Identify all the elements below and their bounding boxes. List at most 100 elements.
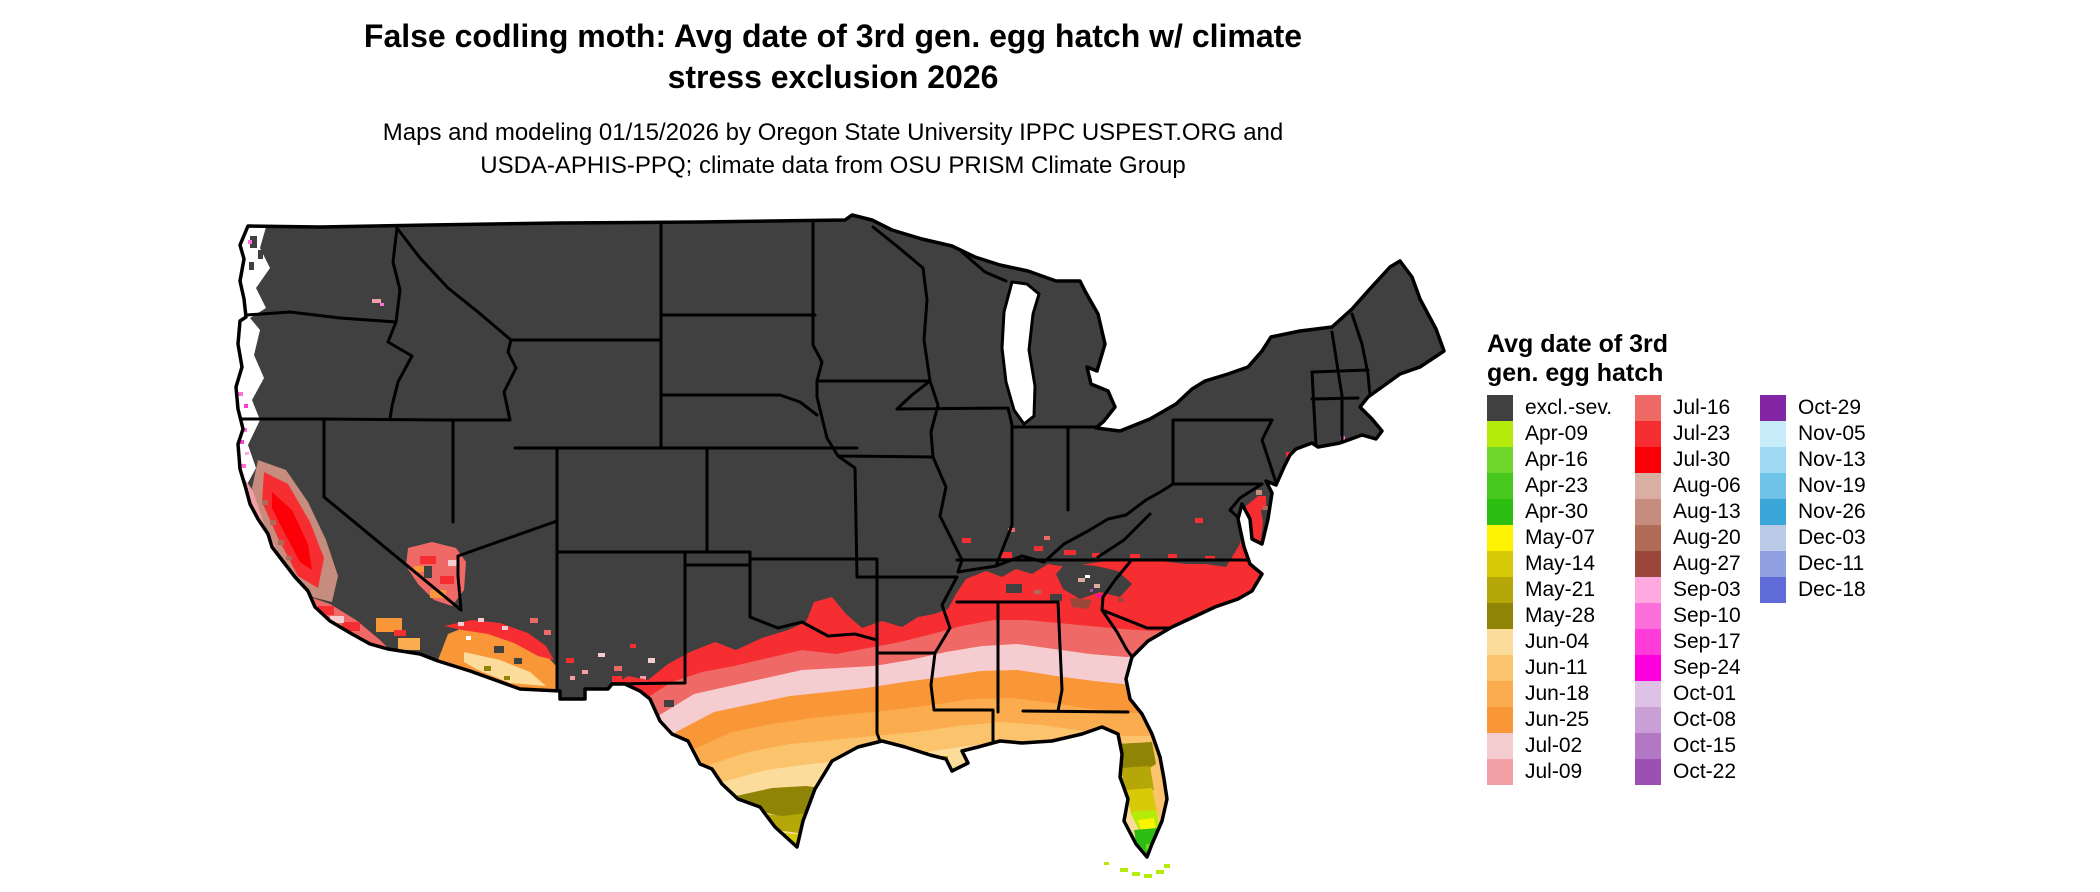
nm-speck — [640, 676, 646, 680]
puget-sound-speck — [250, 236, 257, 248]
legend-label: Nov-05 — [1798, 422, 1866, 445]
legend-row: Jul-02 — [1487, 733, 1635, 759]
legend-label: Aug-27 — [1673, 552, 1741, 575]
az-salmon-speck — [544, 630, 551, 635]
legend-swatch — [1635, 473, 1661, 499]
az-white-speck — [466, 636, 471, 640]
appalachia-speck — [1090, 589, 1093, 592]
region-stx-green-tip — [790, 852, 801, 857]
region-az-peach — [464, 652, 546, 686]
legend-label: Jun-11 — [1525, 656, 1588, 679]
map-title-line1: False codling moth: Avg date of 3rd gen.… — [363, 18, 1303, 54]
legend-swatch — [1487, 655, 1513, 681]
legend-label: Dec-03 — [1798, 526, 1866, 549]
legend-row: Oct-01 — [1635, 681, 1760, 707]
coast-speck — [250, 530, 254, 534]
az-pink-speck — [478, 618, 484, 622]
legend-row: Sep-24 — [1635, 655, 1760, 681]
desert-orange-patch — [398, 638, 420, 650]
az-salmon-speck — [530, 618, 538, 623]
legend-swatch — [1635, 655, 1661, 681]
us-base-excluded-region — [236, 215, 1444, 857]
legend-label: Apr-09 — [1525, 422, 1589, 445]
az-grey-patch — [514, 658, 522, 664]
ca-coast-range-speck — [278, 540, 284, 545]
legend-columns: excl.-sev. Apr-09 Apr-16 Apr-23 Apr-30 May-07… — [1487, 395, 1907, 785]
legend-row: Aug-06 — [1635, 473, 1760, 499]
socal-brown-patch — [322, 628, 330, 633]
legend-swatch — [1487, 473, 1513, 499]
legend-label: Dec-18 — [1798, 578, 1866, 601]
coast-speck — [239, 440, 244, 444]
socal-pink-patch — [330, 616, 344, 623]
region-ca-valley-core — [272, 492, 312, 570]
us-outline — [234, 213, 1446, 859]
band-brown-speck — [1034, 590, 1041, 594]
az-olive-speck — [504, 676, 510, 680]
legend-row: excl.-sev. — [1487, 395, 1635, 421]
legend-swatch — [1487, 733, 1513, 759]
legend-swatch — [1760, 525, 1786, 551]
desert-orange-patch — [376, 618, 402, 632]
legend-label: Nov-26 — [1798, 500, 1866, 523]
map-subtitle-line2: USDA-APHIS-PPQ; climate data from OSU PR… — [480, 152, 1186, 179]
legend-row: Apr-30 — [1487, 499, 1635, 525]
az-pink-speck — [458, 622, 464, 626]
legend-column-3: Oct-29 Nov-05 Nov-13 Nov-19 Nov-26 Dec-03 Dec-… — [1760, 395, 1900, 603]
mojave-red-patch — [440, 576, 454, 584]
coast-speck — [238, 392, 243, 396]
legend-swatch — [1635, 551, 1661, 577]
legend-row: Jun-04 — [1487, 629, 1635, 655]
region-fl-yellow — [1126, 788, 1157, 814]
legend-label: Apr-16 — [1525, 448, 1589, 471]
legend-swatch — [1760, 421, 1786, 447]
legend-swatch — [1760, 395, 1786, 421]
legend-title-line2: gen. egg hatch — [1487, 359, 1664, 387]
nm-speck — [598, 653, 605, 657]
legend-row: Apr-23 — [1487, 473, 1635, 499]
nm-speck — [582, 670, 588, 674]
nm-speck — [648, 658, 655, 663]
legend-row: Dec-18 — [1760, 577, 1900, 603]
legend-swatch — [1635, 395, 1661, 421]
coast-speck — [321, 638, 325, 642]
coast-speck — [242, 512, 247, 516]
state-borders — [236, 219, 1372, 754]
legend-row: Nov-19 — [1760, 473, 1900, 499]
legend-swatch — [1635, 525, 1661, 551]
region-appalachia-brown — [1070, 598, 1092, 609]
coast-speck — [248, 240, 252, 244]
appalachia-speck — [1085, 575, 1090, 578]
delmarva-brown-speck — [1256, 490, 1262, 495]
red-speck — [1092, 553, 1100, 557]
legend-swatch — [1760, 577, 1786, 603]
legend-label: Jul-23 — [1673, 422, 1731, 445]
legend-row: Dec-03 — [1760, 525, 1900, 551]
el-paso-red-patch — [612, 676, 622, 682]
legend-swatch — [1635, 681, 1661, 707]
red-speck — [1168, 554, 1177, 558]
legend-swatch — [1487, 499, 1513, 525]
bigbend-grey-patch — [653, 728, 661, 734]
region-stx-chartreuse — [780, 848, 804, 857]
appalachia-speck — [1097, 594, 1101, 597]
montana-border-speck — [380, 303, 384, 306]
appalachia-speck — [1094, 584, 1100, 588]
legend-row: May-14 — [1487, 551, 1635, 577]
band-grey-hole — [930, 600, 940, 606]
legend-swatch — [1635, 759, 1661, 785]
legend-title-line1: Avg date of 3rd — [1487, 330, 1669, 358]
legend-label: Jul-16 — [1673, 396, 1731, 419]
region-stx-darkyellow — [748, 812, 842, 834]
red-speck — [1034, 546, 1043, 551]
florida-keys — [1104, 862, 1170, 878]
legend-swatch — [1760, 473, 1786, 499]
legend-swatch — [1760, 447, 1786, 473]
legend-row: Jun-11 — [1487, 655, 1635, 681]
coast-speck — [311, 626, 315, 630]
legend-label: Sep-17 — [1673, 630, 1741, 653]
legend-label: Nov-13 — [1798, 448, 1866, 471]
legend-label: Apr-23 — [1525, 474, 1589, 497]
legend-label: Nov-19 — [1798, 474, 1866, 497]
legend-label: Aug-06 — [1673, 474, 1741, 497]
